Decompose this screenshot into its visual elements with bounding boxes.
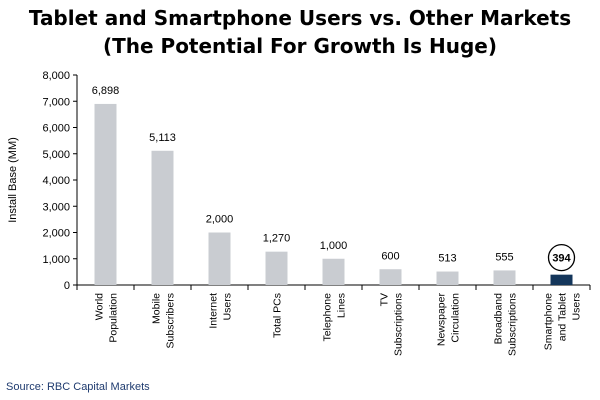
data-label: 6,898: [92, 85, 120, 97]
y-tick-label: 2,000: [42, 228, 70, 240]
data-label: 1,270: [263, 233, 291, 245]
y-tick-label: 7,000: [42, 96, 70, 108]
bar: [265, 251, 288, 285]
category-label-line: Subscriptions: [393, 293, 405, 356]
category-label-line: TV: [379, 293, 391, 306]
category-label-line: and Tablet: [557, 293, 569, 341]
bars: [94, 103, 573, 286]
data-label: 600: [381, 250, 399, 262]
category-label-line: Users: [222, 293, 234, 320]
bar: [151, 150, 174, 285]
chart-title-line1: Tablet and Smartphone Users vs. Other Ma…: [28, 6, 572, 30]
category-label-line: Circulation: [450, 293, 462, 343]
bar: [94, 103, 117, 286]
category-label: Internet Users: [208, 293, 234, 329]
y-tick-label: 8,000: [42, 70, 70, 82]
y-tick-label: 1,000: [42, 254, 70, 266]
data-labels: 6,898 5,113 2,000 1,270 1,000 600 513 555 394: [92, 85, 576, 272]
category-label-line: Mobile: [151, 293, 163, 324]
data-label: 513: [438, 253, 456, 265]
category-label: Broadband Subscriptions: [493, 293, 519, 356]
category-label: TV Subscriptions: [379, 293, 405, 356]
category-label-line: Newspaper: [436, 293, 448, 347]
y-tick-label: 5,000: [42, 149, 70, 161]
source-note: Source: RBC Capital Markets: [6, 381, 150, 393]
category-label-line: Subscriptions: [507, 293, 519, 356]
data-label: 394: [552, 253, 571, 265]
bar: [379, 269, 402, 285]
category-label: Mobile Subscribers: [151, 293, 177, 349]
data-label: 2,000: [206, 214, 234, 226]
data-label: 555: [495, 251, 513, 263]
data-label: 1,000: [320, 240, 348, 252]
category-label: Newspaper Circulation: [436, 293, 462, 347]
category-label: Telephone Lines: [322, 293, 348, 342]
category-label-line: Internet: [208, 293, 220, 329]
category-label: Smartphone and Tablet Users: [543, 293, 583, 350]
category-label-line: Subscribers: [165, 293, 177, 348]
category-label: World Population: [94, 293, 120, 343]
category-label-line: Population: [108, 293, 120, 343]
category-label-line: Telephone: [322, 293, 334, 342]
y-axis-label: Install Base (MM): [7, 137, 19, 223]
category-label-line: Broadband: [493, 293, 505, 345]
data-label: 5,113: [149, 132, 176, 144]
category-label-line: Users: [571, 293, 583, 320]
chart-title-line2: (The Potential For Growth Is Huge): [102, 34, 498, 58]
y-axis: 0 1,000 2,000 3,000 4,000 5,000 6,000 7,000 8,00…: [42, 70, 78, 292]
bar-highlighted: [550, 274, 573, 285]
y-tick-label: 0: [64, 280, 70, 292]
category-label-line: World: [94, 293, 106, 320]
bar: [322, 258, 345, 285]
highlight-circle: [547, 244, 576, 272]
y-tick-label: 6,000: [42, 123, 70, 135]
bar: [436, 271, 459, 285]
category-label: Total PCs: [272, 293, 284, 338]
x-axis: [76, 284, 591, 290]
chart-title: Tablet and Smartphone Users vs. Other Ma…: [0, 4, 600, 60]
y-tick-label: 3,000: [42, 201, 70, 213]
category-labels: World Population Mobile Subscribers Internet…: [94, 293, 583, 357]
y-tick-label: 4,000: [42, 175, 70, 187]
bar: [493, 270, 516, 285]
category-label-line: Total PCs: [272, 293, 284, 338]
category-label-line: Smartphone: [543, 293, 555, 350]
category-label-line: Lines: [336, 293, 348, 318]
bar: [208, 232, 231, 285]
